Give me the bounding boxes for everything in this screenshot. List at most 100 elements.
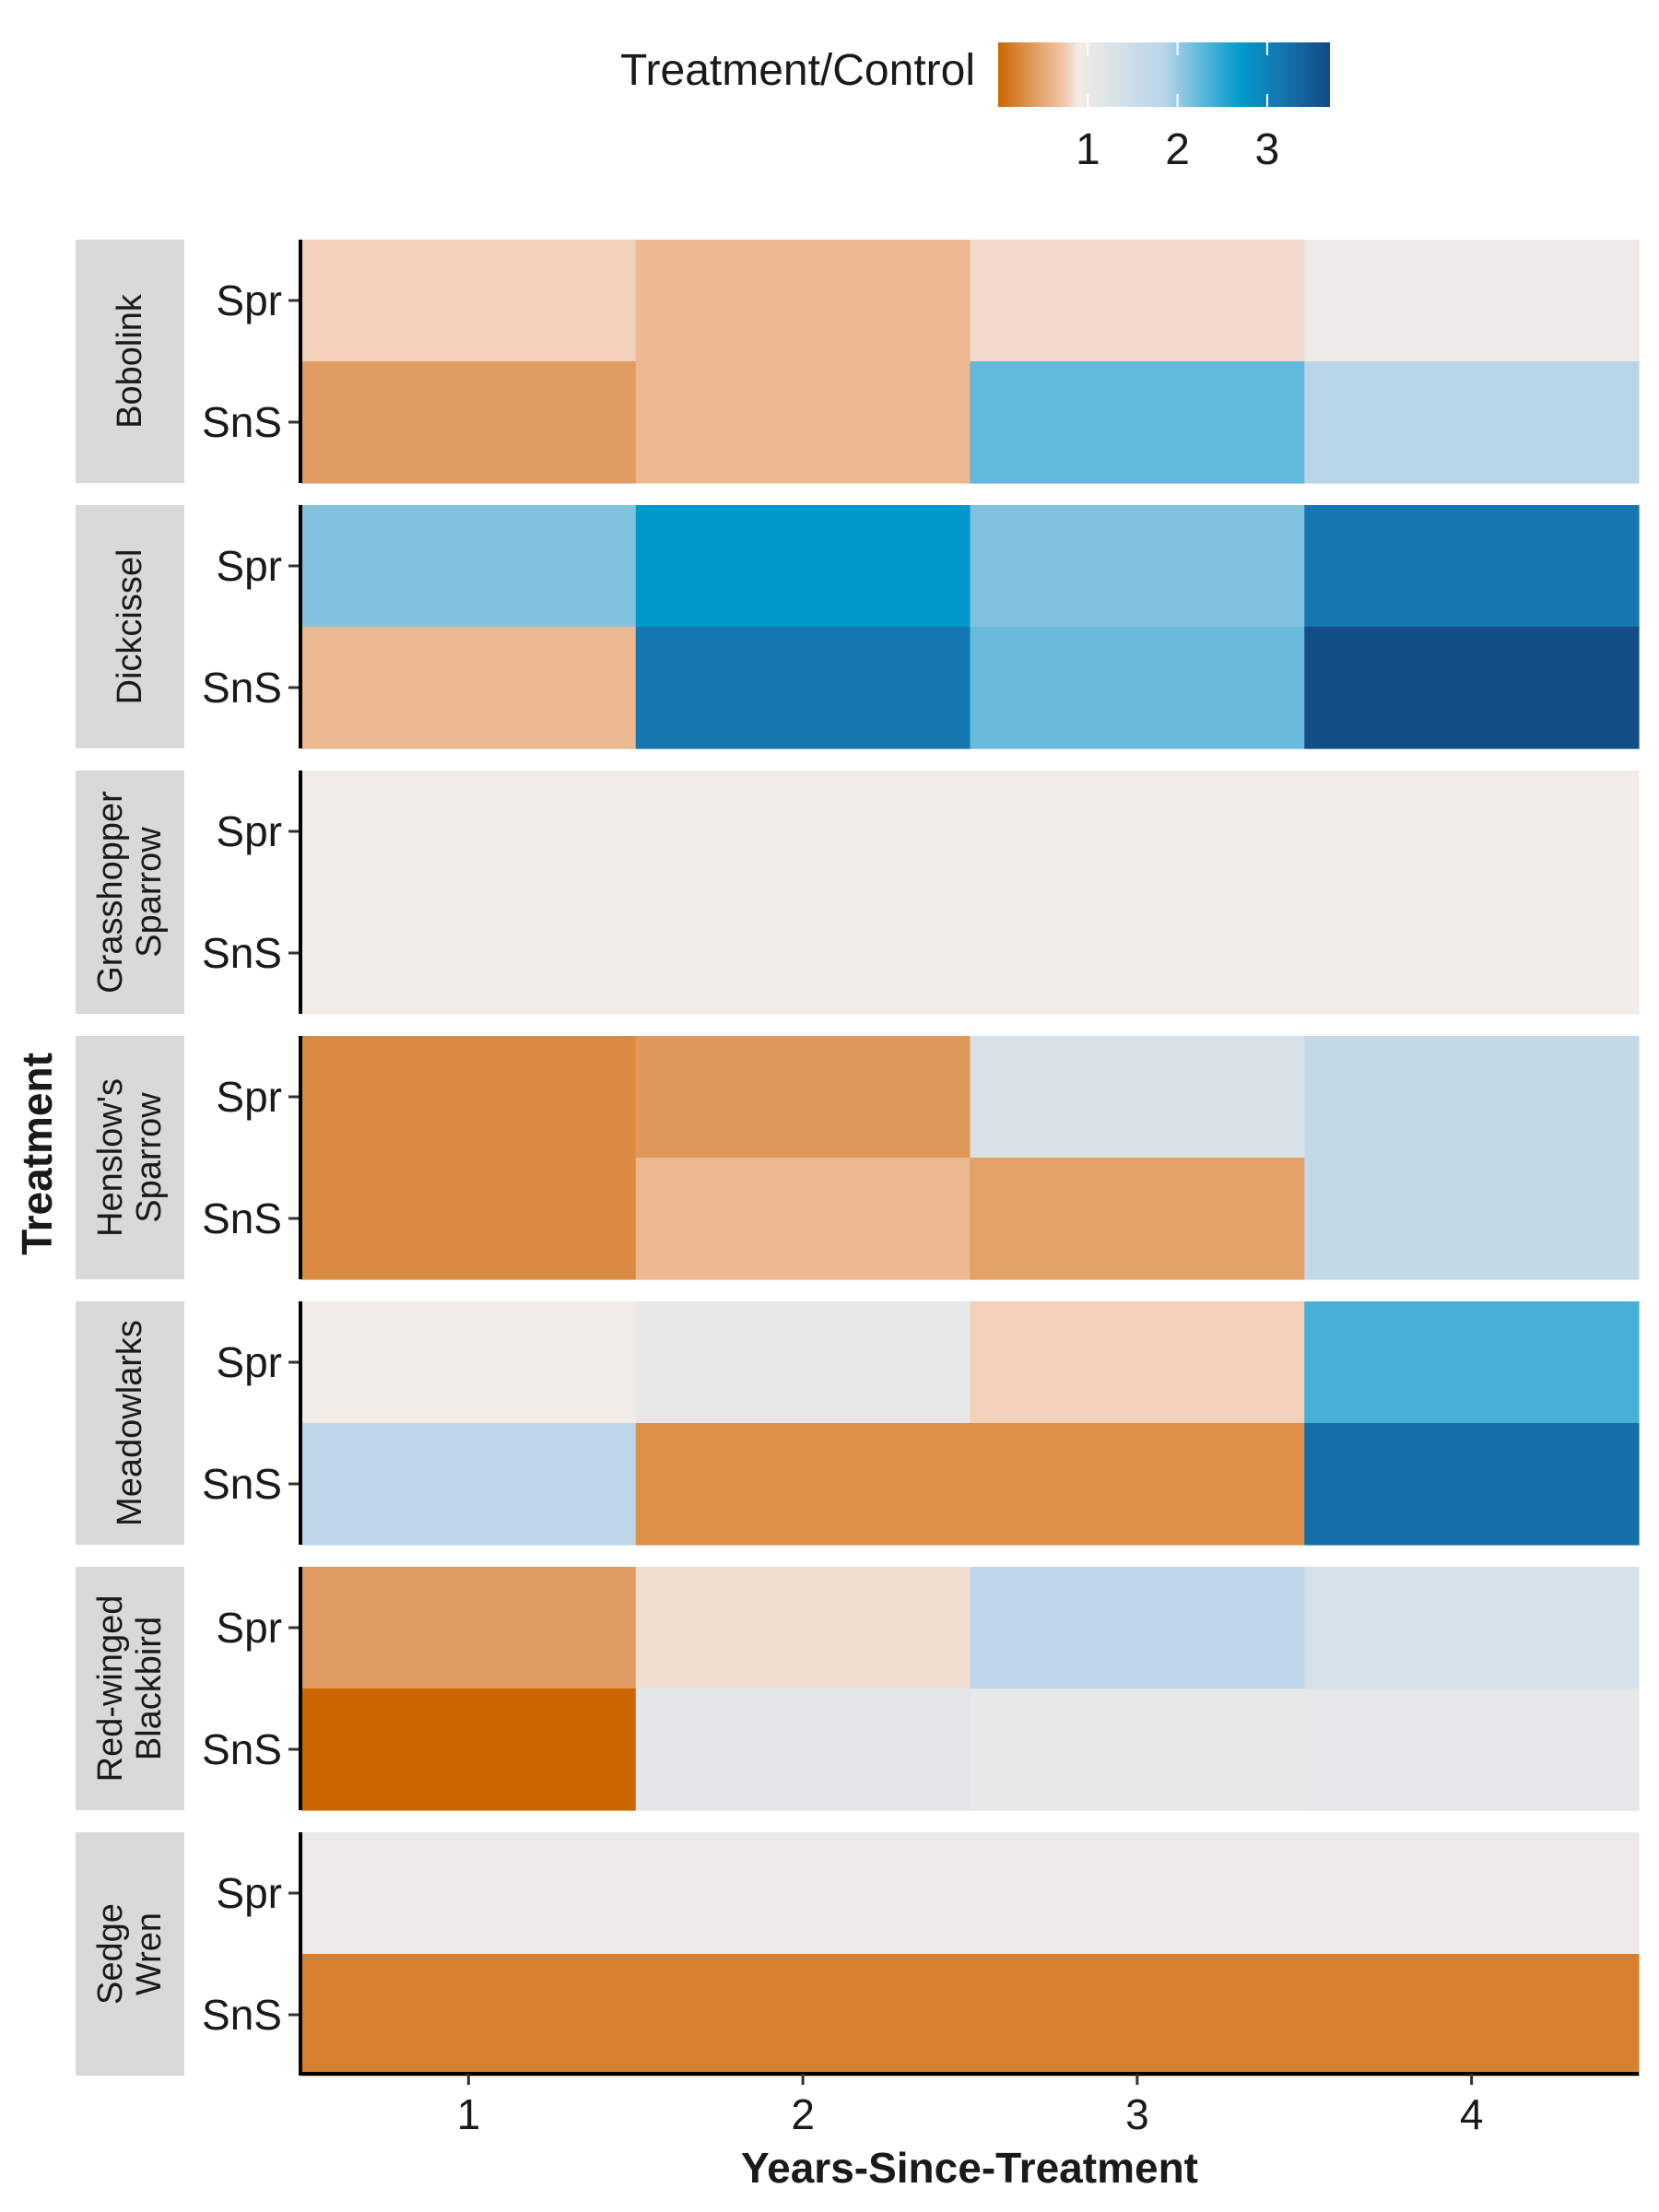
y-tick-label: SnS — [202, 1991, 282, 2039]
legend-colorbar — [998, 42, 1330, 107]
y-tick-label: SnS — [202, 1725, 282, 1773]
y-tick-label: Spr — [216, 807, 282, 855]
heatmap-cell — [635, 1158, 971, 1280]
heatmap-cell — [1304, 505, 1640, 628]
facet-panel: Meadowlarks Spr SnS — [76, 1301, 1640, 1546]
y-tick-label: Spr — [216, 1338, 282, 1386]
heatmap-cell — [970, 892, 1305, 1015]
facet-strip — [76, 1301, 184, 1545]
heatmap-cell — [301, 892, 637, 1015]
heatmap-cell — [301, 771, 637, 893]
heatmap-cell — [635, 771, 971, 893]
heatmap-cell — [1304, 1036, 1640, 1159]
facet-strip-label: Sparrow — [130, 827, 169, 958]
heatmap-cell — [301, 1301, 637, 1424]
heatmap-cell — [635, 1567, 971, 1689]
heatmap-cell — [1304, 240, 1640, 362]
heatmap-cell — [301, 1567, 637, 1689]
heatmap-cell — [635, 505, 971, 628]
x-tick-label: 2 — [791, 2090, 815, 2138]
heatmap-cell — [970, 1423, 1305, 1546]
heatmap-cell — [970, 505, 1305, 628]
facet-strip-label: Meadowlarks — [111, 1320, 149, 1526]
facet-panel: Red-winged Blackbird Spr SnS — [76, 1567, 1640, 1811]
y-tick-label: Spr — [216, 276, 282, 324]
heatmap-cell — [301, 240, 637, 362]
facet-strip-label: Bobolink — [111, 293, 149, 429]
heatmap-cell — [635, 627, 971, 749]
x-tick-label: 1 — [457, 2090, 481, 2138]
legend-ticks: 1 2 3 — [1076, 42, 1279, 174]
heatmap-cell — [635, 1688, 971, 1811]
facet-strip-label: Henslow's — [91, 1078, 130, 1237]
facet-strip — [76, 1036, 184, 1279]
heatmap-cell — [1304, 1423, 1640, 1546]
heatmap-cell — [301, 1832, 637, 1955]
heatmap-cell — [635, 1036, 971, 1159]
facet-strip-label: Wren — [130, 1912, 169, 1995]
heatmap-cell — [301, 627, 637, 749]
facet-panel: Henslow's Sparrow Spr SnS — [76, 1036, 1640, 1280]
y-tick-label: Spr — [216, 1869, 282, 1917]
y-tick-label: SnS — [202, 398, 282, 446]
heatmap-cell — [1304, 892, 1640, 1015]
heatmap-cell — [970, 627, 1305, 749]
y-tick-label: SnS — [202, 664, 282, 712]
x-tick-label: 4 — [1460, 2090, 1484, 2138]
heatmap-cell — [970, 1954, 1305, 2077]
facet-strip-label: Dickcissel — [111, 549, 149, 705]
heatmap-cell — [970, 240, 1305, 362]
heatmap-cell — [635, 892, 971, 1015]
heatmap-cell — [1304, 1158, 1640, 1280]
facet-strip-label: Sedge — [91, 1903, 130, 2005]
heatmap-cell — [635, 1954, 971, 2077]
heatmap-cell — [1304, 1567, 1640, 1689]
y-tick-label: SnS — [202, 929, 282, 977]
y-tick-label: Spr — [216, 1073, 282, 1121]
heatmap-cell — [970, 771, 1305, 893]
facet-panel: Bobolink Spr SnS — [76, 240, 1640, 484]
heatmap-cell — [970, 1832, 1305, 1955]
facet-panel: Dickcissel Spr SnS — [76, 505, 1640, 749]
heatmap-cell — [970, 1688, 1305, 1811]
legend-title: Treatment/Control — [620, 46, 975, 95]
y-tick-label: SnS — [202, 1460, 282, 1508]
heatmap-cell — [970, 1158, 1305, 1280]
heatmap-cell — [635, 1301, 971, 1424]
legend-tick-label: 3 — [1255, 125, 1280, 174]
legend-tick-label: 2 — [1165, 125, 1190, 174]
y-tick-label: SnS — [202, 1194, 282, 1242]
facet-strip — [76, 505, 184, 748]
facet-strip-label: Grasshopper — [91, 791, 130, 994]
heatmap-cell — [970, 1301, 1305, 1424]
heatmap-cell — [301, 1036, 637, 1159]
heatmap-cell — [1304, 627, 1640, 749]
heatmap-cell — [1304, 1954, 1640, 2077]
heatmap-cell — [301, 1688, 637, 1811]
facet-strip — [76, 1832, 184, 2076]
heatmap-cell — [1304, 361, 1640, 484]
y-tick-label: Spr — [216, 1604, 282, 1652]
legend: Treatment/Control 1 2 3 — [620, 42, 1330, 174]
heatmap-cell — [1304, 771, 1640, 893]
heatmap-cell — [635, 1832, 971, 1955]
facet-panel: Sedge Wren Spr SnS — [76, 1832, 1640, 2077]
heatmap-cell — [301, 1954, 637, 2077]
heatmap-cell — [635, 1423, 971, 1546]
x-axis-title: Years-Since-Treatment — [741, 2144, 1198, 2192]
heatmap-cell — [301, 361, 637, 484]
x-axis: 1 2 3 4 — [300, 2072, 1639, 2138]
facet-strip-label: Sparrow — [130, 1092, 169, 1223]
x-tick-label: 3 — [1125, 2090, 1149, 2138]
heatmap-cell — [1304, 1301, 1640, 1424]
heatmap-cell — [970, 361, 1305, 484]
legend-tick-label: 1 — [1076, 125, 1100, 174]
heatmap-cell — [301, 1423, 637, 1546]
facet-strip — [76, 1567, 184, 1810]
heatmap-cell — [635, 240, 971, 362]
heatmap-cell — [301, 1158, 637, 1280]
heatmap-cell — [301, 505, 637, 628]
facet-strip — [76, 240, 184, 483]
